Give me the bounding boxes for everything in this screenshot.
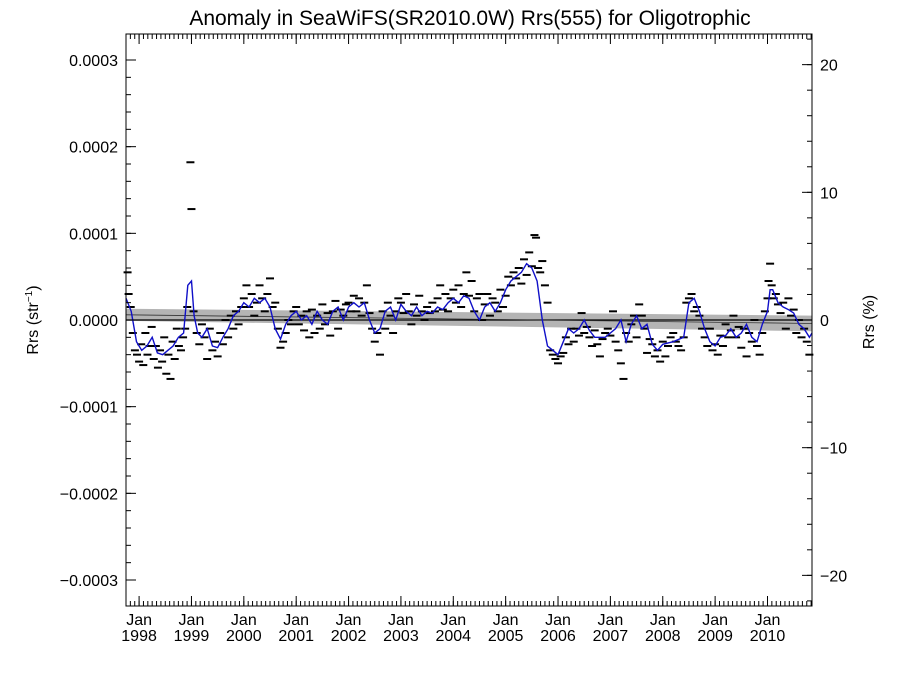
x-tick-month-label: Jan [702, 612, 728, 629]
y-axis-right-label: Rrs (%) [861, 295, 878, 349]
x-tick-year-label: 2000 [226, 628, 262, 645]
axes-layer: 0.0003 0.0002 0.0001 0.0000 −0.0001 −0.0002 −0… [60, 34, 847, 645]
y-axis-left-label-superscript: −1 [24, 290, 35, 302]
y-left-tick-label: 0.0002 [69, 140, 118, 157]
x-tick-month-label: Jan [231, 612, 257, 629]
trend-line [125, 314, 813, 324]
y-right-tick-label: 0 [820, 313, 829, 330]
x-tick-year-label: 2001 [278, 628, 314, 645]
x-tick-month-label: Jan [388, 612, 414, 629]
y-left-tick-label: 0.0000 [69, 313, 118, 330]
x-tick-year-label: 2005 [488, 628, 524, 645]
x-tick-month-label: Jan [650, 612, 676, 629]
chart-title: Anomaly in SeaWiFS(SR2010.0W) Rrs(555) f… [189, 7, 750, 30]
x-tick-year-label: 2010 [750, 628, 786, 645]
x-tick-year-label: 2006 [540, 628, 576, 645]
x-tick-year-label: 1998 [121, 628, 157, 645]
x-tick-year-label: 2008 [645, 628, 681, 645]
y-left-tick-label: −0.0002 [60, 486, 118, 503]
x-tick-month-label: Jan [179, 612, 205, 629]
smooth-series-line [125, 262, 813, 356]
x-tick-year-label: 2007 [593, 628, 629, 645]
zero-line-layer [125, 314, 813, 324]
x-tick-month-label: Jan [440, 612, 466, 629]
scatter-points-layer [123, 161, 814, 380]
y-right-tick-label: 10 [820, 185, 838, 202]
x-tick-month-label: Jan [755, 612, 781, 629]
y-axis-left-label: Rrs (str−1) [24, 285, 42, 354]
y-left-tick-label: 0.0001 [69, 226, 118, 243]
x-tick-year-label: 2004 [435, 628, 471, 645]
x-tick-month-label: Jan [336, 612, 362, 629]
x-tick-year-label: 2009 [697, 628, 733, 645]
x-tick-year-label: 2002 [331, 628, 367, 645]
x-tick-month-label: Jan [545, 612, 571, 629]
y-left-tick-label: 0.0003 [69, 53, 118, 70]
y-right-tick-label: −20 [820, 568, 847, 585]
y-left-tick-label: −0.0001 [60, 400, 118, 417]
y-right-tick-label: 20 [820, 58, 838, 75]
x-tick-month-label: Jan [493, 612, 519, 629]
x-tick-year-label: 1999 [174, 628, 210, 645]
x-tick-month-label: Jan [597, 612, 623, 629]
y-right-tick-label: −10 [820, 441, 847, 458]
x-tick-month-label: Jan [283, 612, 309, 629]
y-axis-left-label-close: ) [25, 285, 42, 290]
x-tick-year-label: 2003 [383, 628, 419, 645]
x-tick-month-label: Jan [126, 612, 152, 629]
y-axis-left-label-main: Rrs (str [25, 301, 42, 354]
y-left-tick-label: −0.0003 [60, 573, 118, 590]
smooth-line-layer [125, 262, 813, 356]
